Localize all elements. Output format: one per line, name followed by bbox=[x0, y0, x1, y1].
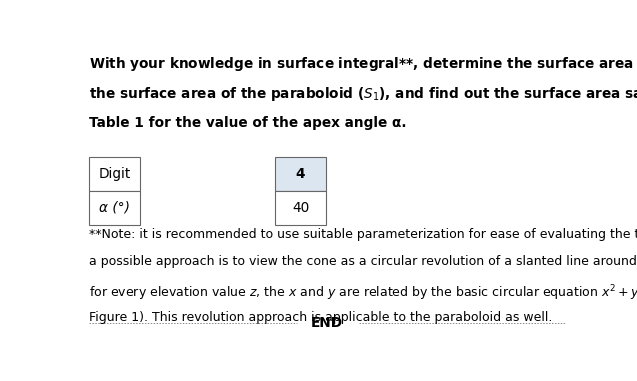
Text: With your knowledge in surface integral**, determine the surface area of the con: With your knowledge in surface integral*… bbox=[89, 54, 637, 72]
Text: Figure 1). This revolution approach is applicable to the paraboloid as well.: Figure 1). This revolution approach is a… bbox=[89, 311, 552, 324]
Text: 40: 40 bbox=[292, 201, 309, 215]
Text: Table 1 for the value of the apеx angle α.: Table 1 for the value of the apеx angle … bbox=[89, 116, 406, 130]
FancyBboxPatch shape bbox=[89, 157, 140, 191]
Text: END: END bbox=[310, 316, 343, 330]
FancyBboxPatch shape bbox=[89, 191, 140, 225]
Text: **Note: it is recommended to use suitable parameterization for ease of evaluatin: **Note: it is recommended to use suitabl… bbox=[89, 227, 637, 241]
FancyBboxPatch shape bbox=[275, 157, 327, 191]
Text: Digit: Digit bbox=[98, 167, 131, 181]
Text: α (°): α (°) bbox=[99, 201, 130, 215]
Text: 4: 4 bbox=[296, 167, 305, 181]
Text: the surface area of the paraboloid ($S_1$), and find out the surface area saving: the surface area of the paraboloid ($S_1… bbox=[89, 85, 637, 103]
Text: a possible approach is to view the cone as a circular revolution of a slanted li: a possible approach is to view the cone … bbox=[89, 256, 637, 269]
FancyBboxPatch shape bbox=[275, 191, 327, 225]
Text: for every elevation value $z$, the $x$ and $y$ are related by the basic circular: for every elevation value $z$, the $x$ a… bbox=[89, 283, 637, 303]
